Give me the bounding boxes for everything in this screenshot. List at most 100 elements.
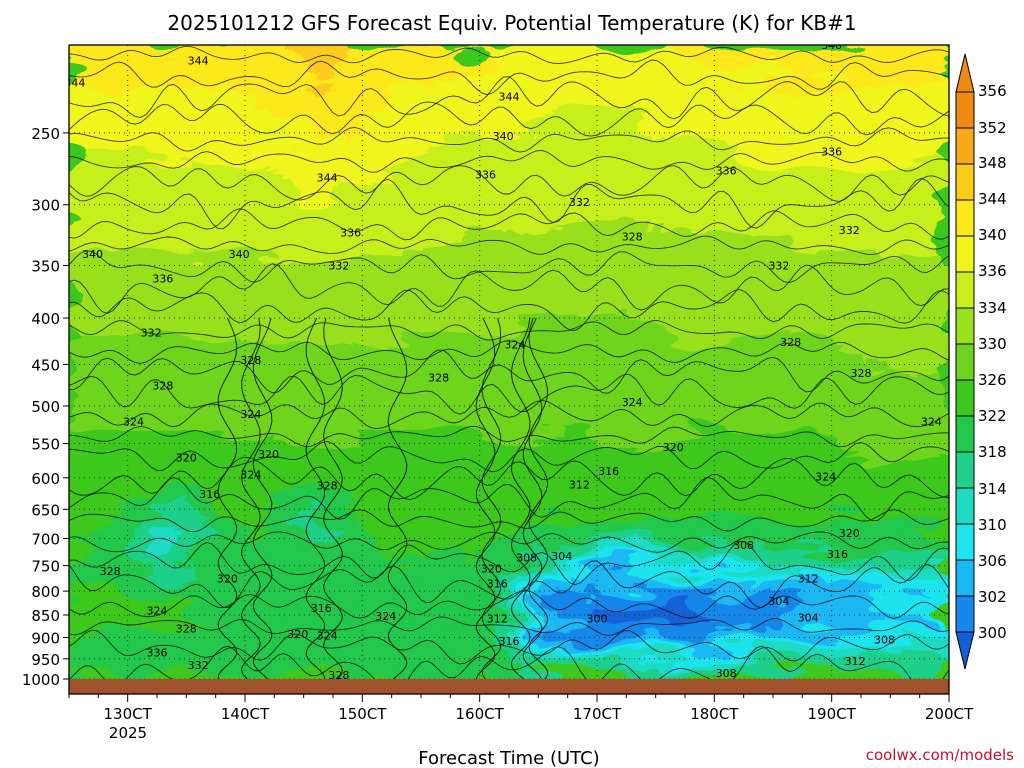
field-cell xyxy=(93,416,102,426)
field-cell xyxy=(685,129,694,139)
field-cell xyxy=(877,340,886,350)
field-cell xyxy=(669,205,678,215)
field-cell xyxy=(837,239,846,249)
field-cell xyxy=(221,298,230,308)
field-cell xyxy=(749,264,758,274)
field-cell xyxy=(597,340,606,350)
field-cell xyxy=(645,281,654,291)
field-cell xyxy=(509,129,518,139)
field-cell xyxy=(229,171,238,181)
field-cell xyxy=(813,239,822,249)
field-cell xyxy=(845,416,854,426)
field-cell xyxy=(565,112,574,122)
field-cell xyxy=(933,137,942,148)
field-cell xyxy=(525,121,534,131)
field-cell xyxy=(813,112,822,122)
field-cell xyxy=(853,214,862,224)
field-cell xyxy=(357,171,366,181)
field-cell xyxy=(149,247,158,257)
field-cell xyxy=(861,171,870,181)
field-cell xyxy=(325,205,334,215)
field-cell xyxy=(773,121,782,131)
field-cell xyxy=(781,383,790,393)
field-cell xyxy=(701,180,710,190)
field-cell xyxy=(741,197,750,207)
field-cell xyxy=(197,366,206,376)
field-cell xyxy=(829,230,838,241)
field-cell xyxy=(197,154,206,164)
field-cell xyxy=(213,315,222,325)
field-cell xyxy=(661,95,670,105)
field-cell xyxy=(637,45,646,55)
field-cell xyxy=(477,205,486,215)
field-cell xyxy=(317,87,326,97)
field-cell xyxy=(381,180,390,190)
field-cell xyxy=(893,121,902,131)
field-cell xyxy=(357,87,366,97)
field-cell xyxy=(69,408,78,418)
field-cell xyxy=(789,290,798,300)
field-cell xyxy=(461,112,470,122)
field-cell xyxy=(469,95,478,105)
field-cell xyxy=(829,256,838,266)
field-cell xyxy=(861,87,870,97)
field-cell xyxy=(333,290,342,300)
field-cell xyxy=(781,61,790,71)
field-cell xyxy=(325,323,334,334)
field-cell xyxy=(477,121,486,131)
field-cell xyxy=(101,264,110,274)
field-cell xyxy=(885,416,894,426)
field-cell xyxy=(485,61,494,71)
field-cell xyxy=(501,197,510,207)
field-cell xyxy=(901,129,910,139)
field-cell xyxy=(541,87,550,97)
field-cell xyxy=(517,95,526,105)
field-cell xyxy=(781,408,790,418)
field-cell xyxy=(149,61,158,71)
field-cell xyxy=(821,256,830,266)
field-cell xyxy=(525,256,534,266)
field-cell xyxy=(85,121,94,131)
field-cell xyxy=(637,78,646,88)
field-cell xyxy=(341,45,350,55)
field-cell xyxy=(349,121,358,131)
field-cell xyxy=(885,340,894,350)
field-cell xyxy=(781,104,790,114)
field-cell xyxy=(381,45,390,55)
field-cell xyxy=(245,154,254,164)
field-cell xyxy=(333,95,342,105)
field-cell xyxy=(893,290,902,300)
field-cell xyxy=(845,400,854,410)
field-cell xyxy=(333,383,342,393)
field-cell xyxy=(109,332,118,342)
field-cell xyxy=(461,349,470,359)
field-cell xyxy=(797,61,806,71)
field-cell xyxy=(205,332,214,342)
field-cell xyxy=(221,264,230,274)
field-cell xyxy=(173,349,182,359)
field-cell xyxy=(525,87,534,97)
field-cell xyxy=(229,239,238,249)
field-cell xyxy=(269,197,278,207)
field-cell xyxy=(557,273,566,283)
field-cell xyxy=(141,383,150,393)
field-cell xyxy=(205,87,214,97)
field-cell xyxy=(589,239,598,249)
field-cell xyxy=(237,290,246,300)
field-cell xyxy=(445,357,454,367)
field-cell xyxy=(245,273,254,283)
field-cell xyxy=(485,230,494,241)
field-cell xyxy=(581,87,590,97)
field-cell xyxy=(93,264,102,274)
field-cell xyxy=(853,121,862,131)
field-cell xyxy=(93,154,102,164)
field-cell xyxy=(677,87,686,97)
field-cell xyxy=(245,374,254,384)
field-cell xyxy=(565,70,574,80)
field-cell xyxy=(541,315,550,325)
field-cell xyxy=(709,222,718,232)
field-cell xyxy=(877,214,886,224)
field-cell xyxy=(917,205,926,215)
field-cell xyxy=(157,315,166,325)
field-cell xyxy=(349,87,358,97)
